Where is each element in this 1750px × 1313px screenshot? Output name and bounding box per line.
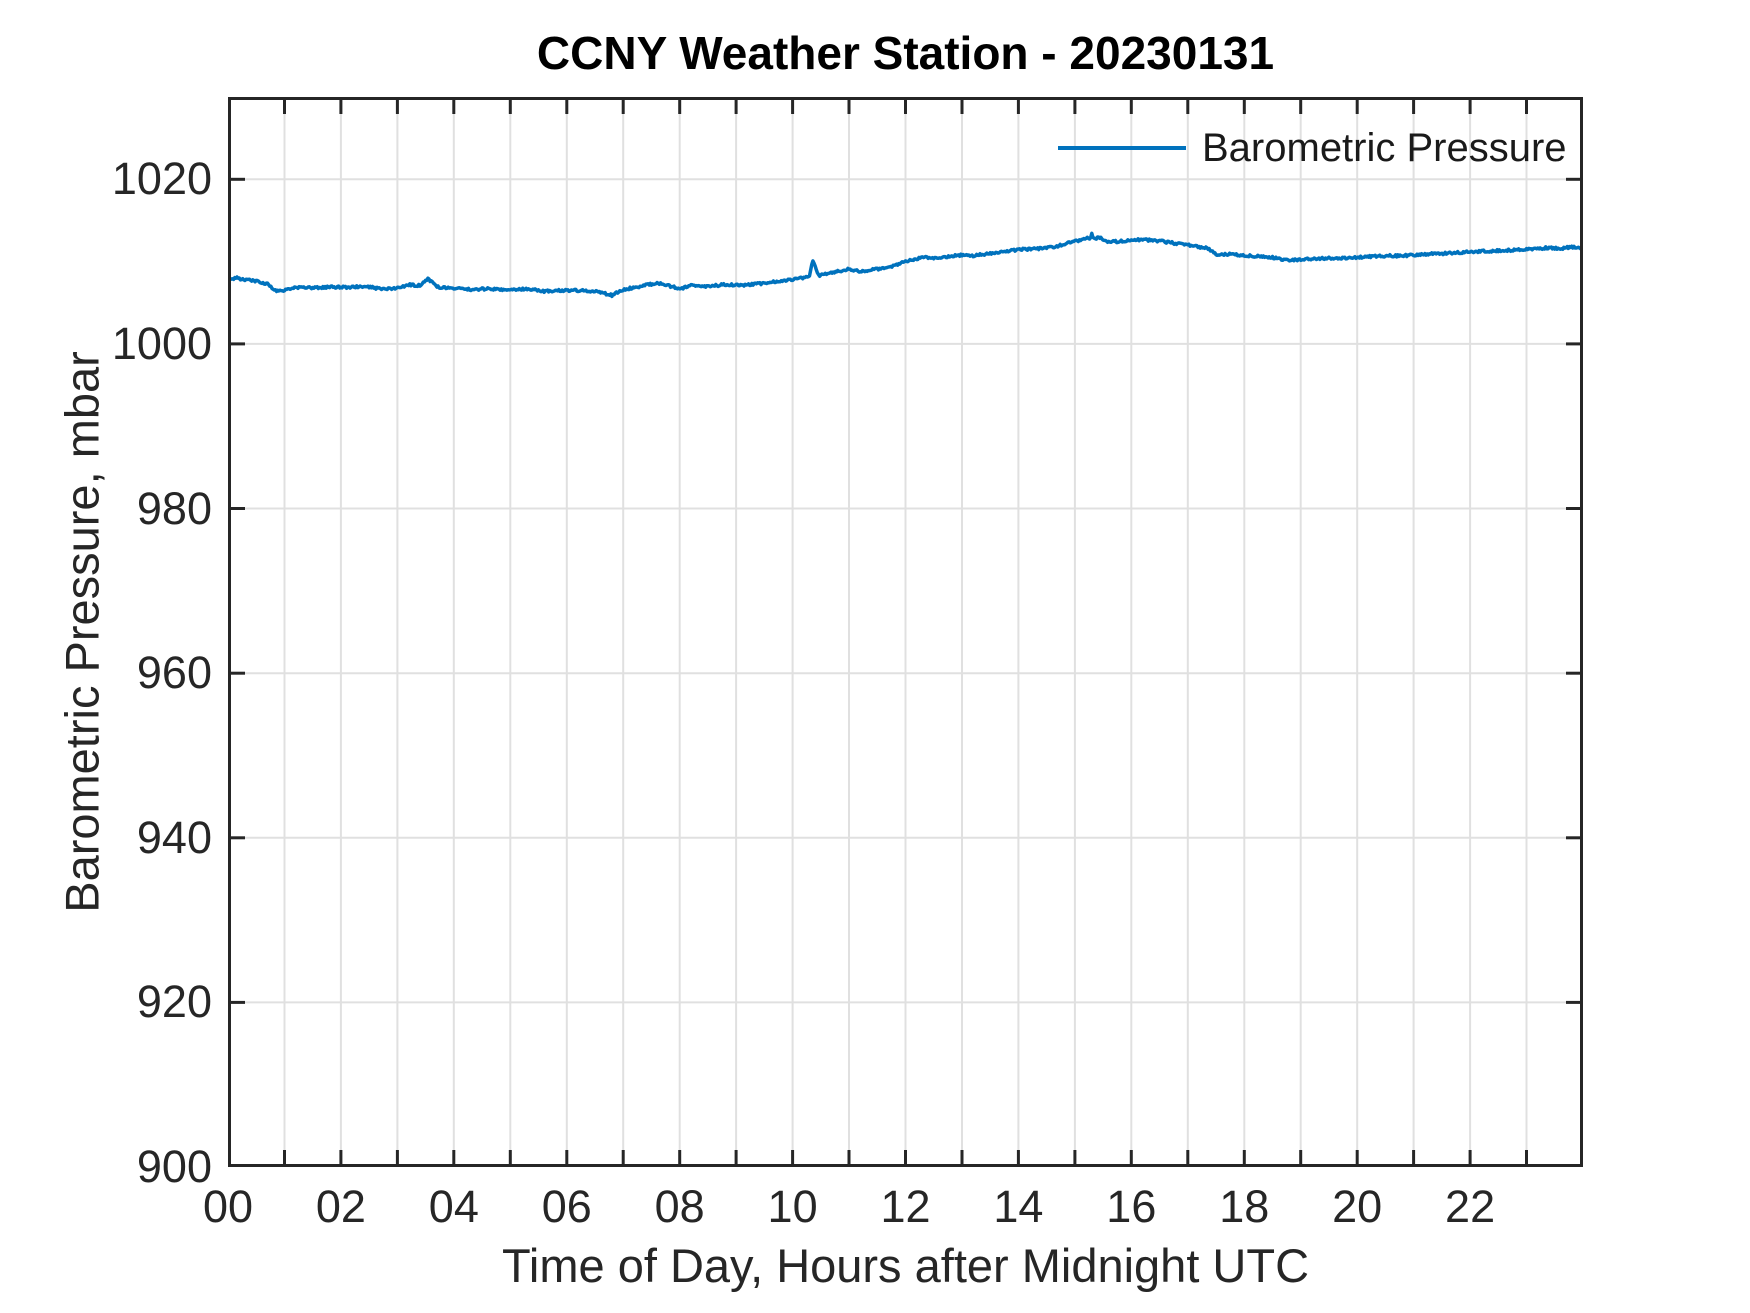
legend-line-sample xyxy=(1058,146,1186,150)
x-tick-label: 02 xyxy=(315,1181,366,1232)
x-tick-label: 08 xyxy=(654,1181,705,1232)
y-tick-label: 900 xyxy=(136,1141,212,1192)
x-tick-label: 20 xyxy=(1332,1181,1383,1232)
plot-area xyxy=(228,97,1583,1167)
x-tick-label: 06 xyxy=(541,1181,592,1232)
x-tick-label: 18 xyxy=(1219,1181,1270,1232)
legend: Barometric Pressure xyxy=(1058,122,1567,174)
x-tick-label: 00 xyxy=(202,1181,254,1232)
chart-title: CCNY Weather Station - 20230131 xyxy=(536,27,1275,79)
x-axis-label: Time of Day, Hours after Midnight UTC xyxy=(501,1239,1310,1292)
x-tick-label: 12 xyxy=(880,1181,931,1232)
y-tick-label: 920 xyxy=(136,976,212,1028)
x-tick-label: 14 xyxy=(993,1181,1044,1232)
y-tick-label: 1020 xyxy=(111,153,212,205)
x-tick-label: 22 xyxy=(1445,1181,1496,1232)
y-tick-label: 980 xyxy=(136,482,212,534)
y-tick-label: 1000 xyxy=(111,317,212,369)
x-tick-label: 04 xyxy=(428,1181,479,1232)
y-tick-label: 960 xyxy=(136,647,212,699)
y-tick-label: 940 xyxy=(136,811,212,863)
legend-label: Barometric Pressure xyxy=(1202,125,1567,170)
x-tick-label: 10 xyxy=(767,1181,818,1232)
x-tick-label: 16 xyxy=(1106,1181,1157,1232)
